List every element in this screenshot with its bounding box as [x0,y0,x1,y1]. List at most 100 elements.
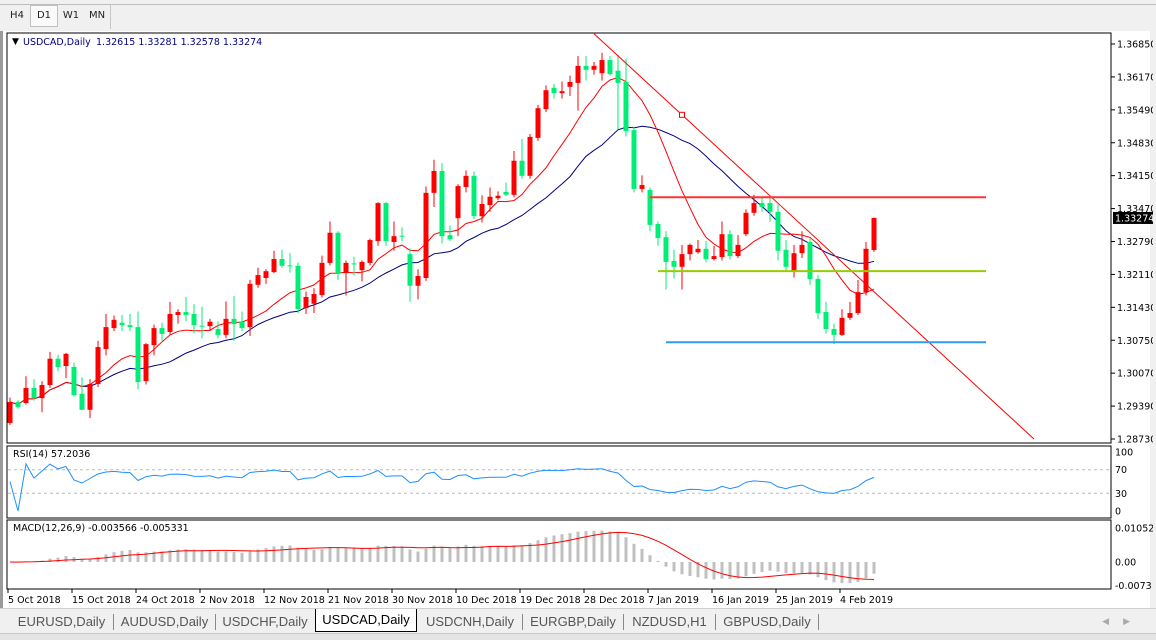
bull-candle [432,171,437,193]
macd-histogram-bar [633,544,636,562]
scroll-left-icon[interactable]: ◀ [1102,617,1123,627]
macd-histogram-bar [705,562,708,579]
timeframe-h4[interactable]: H4 [4,5,30,27]
macd-histogram-bar [513,545,516,562]
macd-histogram-bar [609,532,612,562]
macd-histogram-bar [657,561,660,562]
bull-candle [40,385,45,398]
tab-usdcad-daily[interactable]: USDCAD,Daily [315,609,417,632]
macd-histogram-bar [505,547,508,562]
macd-histogram-bar [729,562,732,579]
price-tick-label: 1.32110 [1117,270,1153,281]
macd-histogram-bar [313,550,316,562]
bear-candle [240,322,245,328]
macd-histogram-bar [681,562,684,574]
timeframe-w1[interactable]: W1 [58,5,84,27]
bull-candle [304,297,309,308]
symbol-label: USDCAD,Daily [23,37,91,48]
macd-histogram-bar [769,562,772,571]
tab-nzdusd-h1[interactable]: NZDUSD,H1 [624,614,716,630]
macd-histogram-bar [849,562,852,583]
macd-histogram-bar [321,549,324,562]
macd-histogram-bar [737,562,740,579]
bear-candle [672,261,677,267]
bull-candle [48,359,53,385]
price-tick-label: 1.31430 [1117,303,1153,314]
bull-candle [496,196,501,198]
bear-candle [832,329,837,335]
bull-candle [360,262,365,270]
tab-scroll-arrows[interactable]: ◀▶ [1102,617,1144,627]
bull-candle [488,197,493,205]
tab-eurgbp-daily[interactable]: EURGBP,Daily [523,614,624,630]
bull-candle [680,254,685,267]
macd-histogram-bar [825,562,828,580]
date-tick-label: 7 Jan 2019 [648,595,699,606]
bull-candle [512,161,517,195]
bear-candle [632,130,637,189]
macd-histogram-bar [833,562,836,582]
macd-histogram-bar [441,547,444,562]
bull-candle [560,91,565,93]
macd-histogram-bar [625,537,628,562]
tab-eurusd-daily[interactable]: EURUSD,Daily [10,614,114,630]
macd-histogram-bar [817,562,820,577]
bear-candle [648,190,653,225]
bear-candle [384,203,389,241]
timeframe-mn[interactable]: MN [84,5,110,27]
collapse-triangle-icon[interactable]: ▼ [12,37,19,47]
date-tick-label: 15 Oct 2018 [72,595,131,606]
bull-candle [688,245,693,254]
macd-histogram-bar [569,533,572,562]
macd-histogram-bar [865,562,868,578]
chart-window[interactable]: 100703000.0105250.00-0.00731.368501.3617… [0,31,1150,608]
tab-gbpusd-daily[interactable]: GBPUSD,Daily [716,614,819,630]
price-tick-label: 1.32790 [1117,237,1153,248]
bear-candle [784,250,789,267]
bear-candle [200,326,205,327]
bear-candle [608,60,613,74]
bull-candle [208,322,213,326]
bear-candle [808,242,813,279]
price-chart[interactable]: 100703000.0105250.00-0.00731.368501.3617… [3,31,1153,608]
bull-candle [840,318,845,335]
current-price-label: 1.33274 [1115,213,1153,224]
macd-histogram-bar [753,562,756,574]
bull-candle [312,294,317,304]
bull-candle [248,284,253,327]
macd-histogram-bar [497,546,500,562]
bear-candle [768,203,773,212]
macd-histogram-bar [369,548,372,562]
date-tick-label: 12 Nov 2018 [264,595,325,606]
bear-candle [704,249,709,259]
bull-candle [112,320,117,328]
date-tick-label: 24 Oct 2018 [136,595,195,606]
bull-candle [544,90,549,109]
scroll-right-icon[interactable]: ▶ [1123,617,1144,627]
macd-histogram-bar [249,551,252,562]
bear-candle [288,265,293,266]
bear-candle [128,325,133,327]
bull-candle [600,60,605,73]
bear-candle [400,236,405,237]
macd-histogram-bar [689,562,692,576]
bull-candle [752,203,757,213]
bull-candle [272,259,277,272]
macd-tick-label: 0.010525 [1115,524,1153,535]
bull-candle [24,388,29,403]
macd-histogram-bar [641,549,644,562]
timeframe-d1[interactable]: D1 [30,5,58,27]
macd-histogram-bar [193,550,196,562]
date-tick-label: 5 Oct 2018 [8,595,61,606]
macd-histogram-bar [745,562,748,576]
macd-histogram-bar [521,545,524,562]
macd-histogram-bar [537,540,540,562]
bull-candle [344,263,349,273]
macd-histogram-bar [481,546,484,562]
bear-candle [520,161,525,176]
tab-usdcnh-daily[interactable]: USDCNH,Daily [418,614,523,630]
tab-usdchf-daily[interactable]: USDCHF,Daily [216,611,314,633]
bull-candle [424,193,429,278]
bull-candle [264,271,269,278]
tab-audusd-daily[interactable]: AUDUSD,Daily [114,614,216,630]
